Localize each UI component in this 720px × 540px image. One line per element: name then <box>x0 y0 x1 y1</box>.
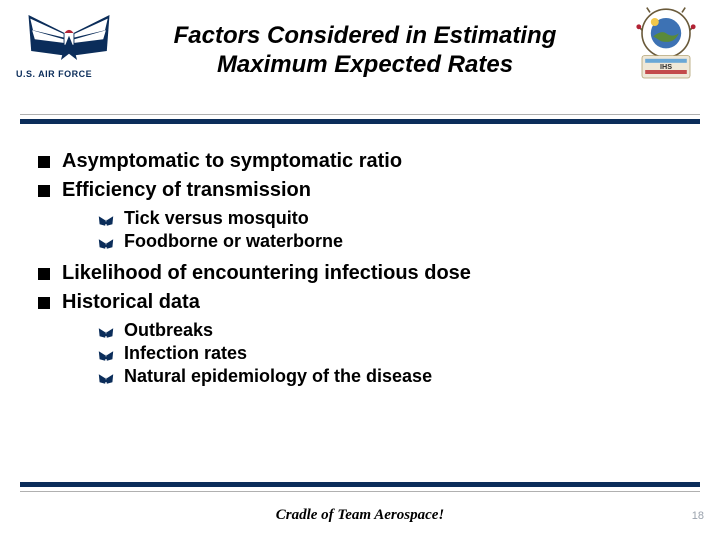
sub-bullets-transmission: Tick versus mosquito Foodborne or waterb… <box>98 208 682 252</box>
square-bullet-icon <box>38 185 50 197</box>
sub-bullet-infection-rates: Infection rates <box>98 343 682 364</box>
wing-bullet-icon <box>98 212 114 226</box>
bullet-text: Asymptomatic to symptomatic ratio <box>62 150 402 173</box>
bullet-text: Historical data <box>62 291 200 314</box>
svg-text:IHS: IHS <box>660 62 672 71</box>
square-bullet-icon <box>38 297 50 309</box>
square-bullet-icon <box>38 268 50 280</box>
usaf-wings-icon <box>24 10 114 65</box>
page-number: 18 <box>692 510 704 522</box>
square-bullet-icon <box>38 156 50 168</box>
wing-bullet-icon <box>98 324 114 338</box>
title-line-2: Maximum Expected Rates <box>217 51 513 78</box>
bullet-text: Likelihood of encountering infectious do… <box>62 262 471 285</box>
sub-bullets-historical: Outbreaks Infection rates Natural epidem… <box>98 320 682 387</box>
footer-rule <box>20 482 700 492</box>
wing-bullet-icon <box>98 235 114 249</box>
wing-bullet-icon <box>98 370 114 384</box>
sub-bullet-text: Natural epidemiology of the disease <box>124 366 432 387</box>
sub-bullet-outbreaks: Outbreaks <box>98 320 682 341</box>
sub-bullet-natural-epidemiology: Natural epidemiology of the disease <box>98 366 682 387</box>
bullet-asymptomatic-ratio: Asymptomatic to symptomatic ratio <box>38 150 682 173</box>
bullet-historical-data: Historical data <box>38 291 682 314</box>
sub-bullet-text: Tick versus mosquito <box>124 208 309 229</box>
header-rule <box>20 114 700 124</box>
sub-bullet-text: Foodborne or waterborne <box>124 231 343 252</box>
bullet-infectious-dose: Likelihood of encountering infectious do… <box>38 262 682 285</box>
usaf-logo: U.S. AIR FORCE <box>14 10 124 79</box>
usaf-label: U.S. AIR FORCE <box>14 69 124 79</box>
wing-bullet-icon <box>98 347 114 361</box>
bullet-transmission-efficiency: Efficiency of transmission <box>38 179 682 202</box>
slide-body: Asymptomatic to symptomatic ratio Effici… <box>0 124 720 387</box>
sub-bullet-foodborne: Foodborne or waterborne <box>98 231 682 252</box>
bullet-text: Efficiency of transmission <box>62 179 311 202</box>
sub-bullet-text: Infection rates <box>124 343 247 364</box>
slide-header: U.S. AIR FORCE Factors Considered in Est… <box>0 0 720 110</box>
footer-tagline: Cradle of Team Aerospace! <box>0 507 720 524</box>
title-line-1: Factors Considered in Estimating <box>174 22 557 49</box>
sub-bullet-text: Outbreaks <box>124 320 213 341</box>
ihs-logo: IHS <box>626 6 706 86</box>
sub-bullet-tick-mosquito: Tick versus mosquito <box>98 208 682 229</box>
